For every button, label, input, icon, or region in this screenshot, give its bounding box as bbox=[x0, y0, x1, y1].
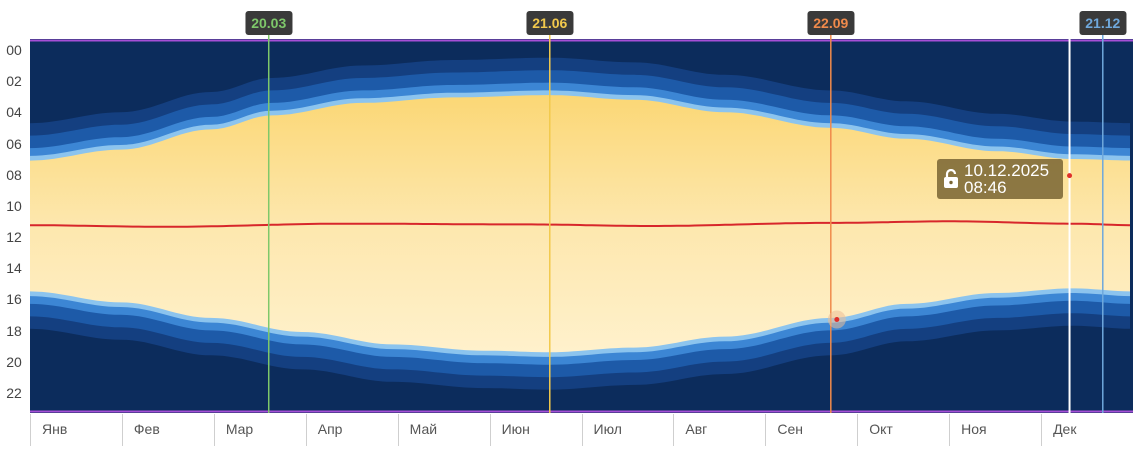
solar-noon-line bbox=[30, 220, 1131, 228]
month-label: Окт bbox=[869, 421, 893, 437]
month-cell bbox=[30, 414, 123, 446]
y-tick-label: 02 bbox=[6, 73, 22, 90]
marker-label-22.09: 22.09 bbox=[807, 11, 855, 35]
month-label: Фев bbox=[133, 421, 160, 437]
y-tick-label: 08 bbox=[6, 166, 22, 183]
month-cell bbox=[581, 414, 675, 446]
y-tick-label: 04 bbox=[6, 104, 22, 121]
month-cell bbox=[489, 414, 583, 446]
month-label: Июн bbox=[501, 421, 530, 437]
y-tick-label: 00 bbox=[6, 42, 22, 58]
y-tick-label: 16 bbox=[6, 291, 22, 308]
month-cell bbox=[765, 414, 858, 446]
y-tick-label: 10 bbox=[6, 197, 22, 214]
month-label: Янв bbox=[42, 421, 68, 437]
highlight-point bbox=[834, 317, 840, 322]
month-label: Май bbox=[409, 421, 438, 437]
date-time-tooltip: 10.12.2025 08:46 bbox=[937, 159, 1063, 199]
unlock-icon bbox=[944, 169, 958, 188]
month-cell bbox=[121, 414, 215, 446]
month-cell bbox=[1041, 414, 1134, 446]
month-label: Апр bbox=[317, 421, 343, 437]
y-tick-label: 06 bbox=[6, 135, 22, 152]
month-cell bbox=[305, 414, 399, 446]
tooltip-date: 10.12.2025 bbox=[964, 161, 1050, 180]
month-cell bbox=[213, 414, 307, 446]
y-tick-label: 14 bbox=[6, 260, 22, 277]
month-label: Дек bbox=[1053, 421, 1077, 437]
month-label: Июл bbox=[593, 421, 622, 437]
month-label: Авг bbox=[685, 421, 708, 437]
month-cell bbox=[673, 414, 766, 446]
y-tick-label: 20 bbox=[6, 353, 22, 370]
marker-label-21.12: 21.12 bbox=[1079, 11, 1127, 35]
month-label: Ноя bbox=[961, 421, 987, 437]
y-tick-label: 18 bbox=[6, 322, 22, 339]
marker-label-21.06: 21.06 bbox=[526, 11, 574, 35]
y-tick-label: 12 bbox=[6, 229, 22, 245]
month-cell bbox=[949, 414, 1042, 446]
month-label: Сен bbox=[777, 421, 803, 437]
y-tick-label: 22 bbox=[6, 384, 22, 401]
daylight-band bbox=[30, 95, 1130, 353]
month-label: Мар bbox=[225, 421, 254, 437]
marker-label-20.03: 20.03 bbox=[245, 11, 293, 35]
current-time-point bbox=[1067, 173, 1073, 179]
month-cell bbox=[397, 414, 491, 446]
month-cell bbox=[857, 414, 950, 446]
tooltip-time: 08:46 bbox=[964, 178, 1007, 197]
